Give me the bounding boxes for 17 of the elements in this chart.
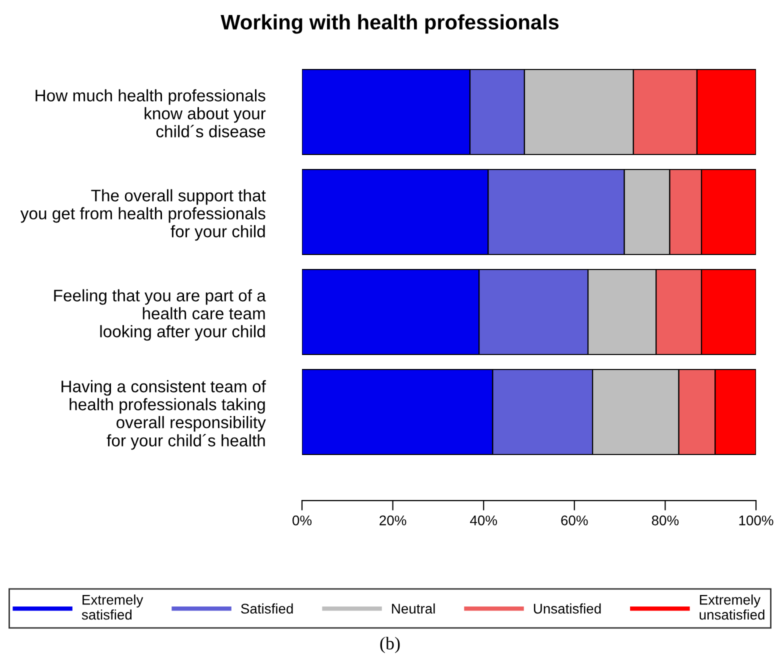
y-tick-label: How much health professionals know about your child´s disease bbox=[36, 89, 266, 138]
x-tick-label: 60% bbox=[561, 516, 588, 526]
chart-title: Working with health professionals bbox=[220, 14, 559, 34]
x-tick-label: 80% bbox=[652, 516, 679, 526]
x-tick-label: 40% bbox=[470, 516, 498, 526]
text: (b) bbox=[380, 636, 400, 654]
y-tick-label: Having a consistent team of health professionals taking overall responsibility for your child´s health bbox=[62, 380, 266, 450]
legend-label: Unsatisfied bbox=[534, 603, 601, 614]
x-tick-label: 20% bbox=[380, 516, 406, 526]
text: Extremely satisfied bbox=[82, 594, 144, 620]
y-tick-label: Feeling that you are part of a health care team looking after your child bbox=[54, 289, 266, 341]
legend-label: Neutral bbox=[392, 603, 435, 614]
legend-label: Satisfied bbox=[241, 603, 293, 614]
x-tick-label: 100% bbox=[739, 516, 774, 526]
y-tick-label: The overall support that you get from health professionals for your child bbox=[20, 189, 266, 241]
legend-label: Extremely unsatisfied bbox=[700, 594, 764, 620]
x-tick-label: 0% bbox=[292, 516, 312, 526]
